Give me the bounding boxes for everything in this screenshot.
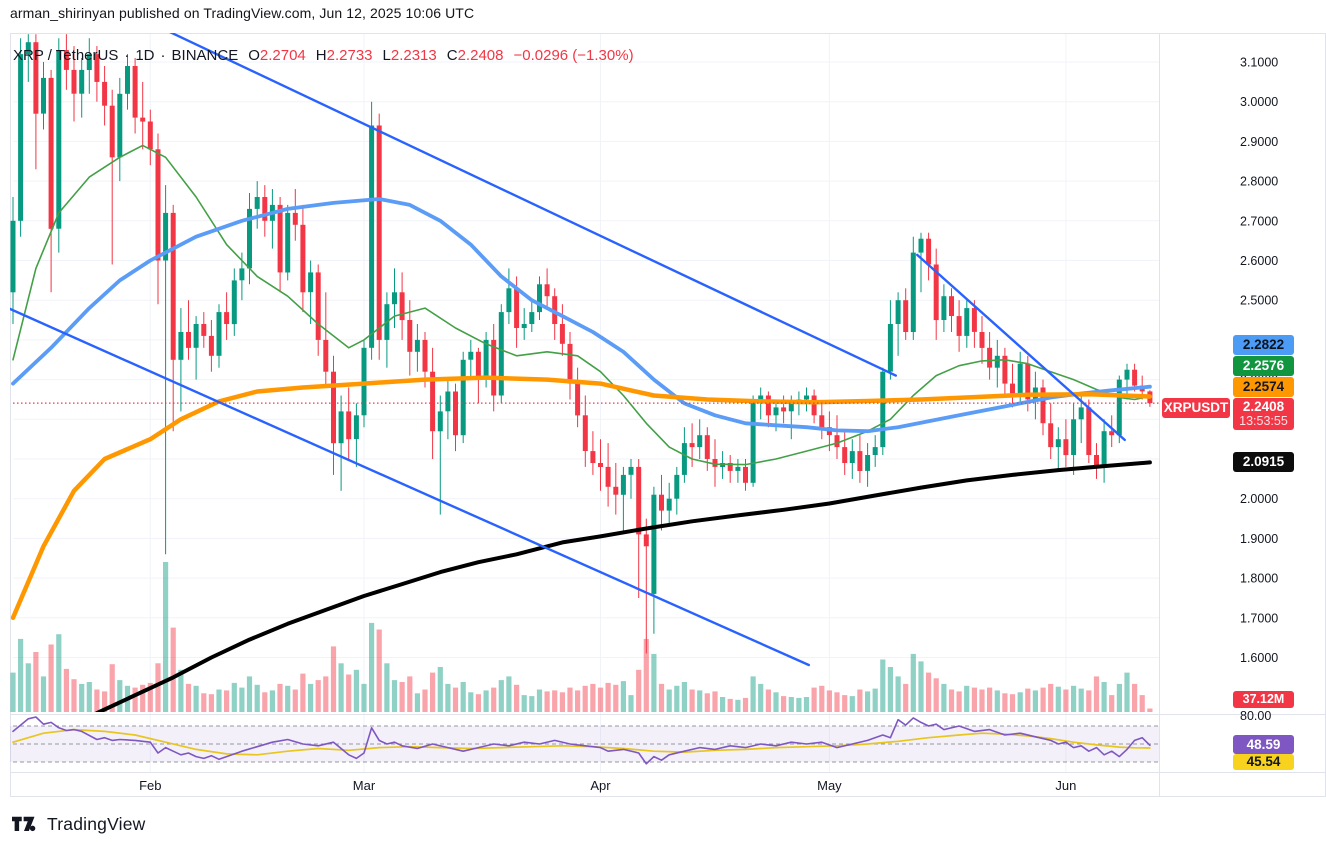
open-label: O bbox=[248, 47, 260, 64]
interval-label[interactable]: 1D bbox=[135, 47, 155, 64]
chart-legend: XRP / TetherUS · 1D · BINANCE O2.2704 H2.2733 L… bbox=[13, 47, 634, 64]
close-value: 2.2408 bbox=[457, 47, 504, 64]
svg-text:Jun: Jun bbox=[1055, 778, 1076, 793]
exchange-label: BINANCE bbox=[171, 47, 239, 64]
svg-text:May: May bbox=[817, 778, 842, 793]
volume-series bbox=[10, 562, 1153, 712]
low-label: L bbox=[382, 47, 391, 64]
volume-tag: 37.12M bbox=[1233, 691, 1294, 708]
svg-text:2.8000: 2.8000 bbox=[1240, 175, 1278, 189]
svg-text:1.7000: 1.7000 bbox=[1240, 611, 1278, 625]
svg-text:3.1000: 3.1000 bbox=[1240, 56, 1278, 70]
change-value: −0.0296 (−1.30%) bbox=[513, 47, 634, 64]
svg-text:1.9000: 1.9000 bbox=[1240, 532, 1278, 546]
tradingview-footer-link[interactable]: TradingView bbox=[12, 814, 146, 835]
tradingview-logo-icon bbox=[12, 816, 36, 831]
rsi-line bbox=[12, 716, 1151, 765]
svg-text:2.9000: 2.9000 bbox=[1240, 135, 1278, 149]
ma20-price-tag: 2.2576 bbox=[1233, 356, 1294, 376]
last-price-tag: 2.2408 13:53:55 bbox=[1233, 398, 1294, 430]
svg-text:1.6000: 1.6000 bbox=[1240, 651, 1278, 665]
rsi-pane bbox=[10, 716, 1159, 765]
rsi-value-tag: 48.59 bbox=[1233, 735, 1294, 754]
rsi-ma-value-tag: 45.54 bbox=[1233, 754, 1294, 770]
svg-text:2.7000: 2.7000 bbox=[1240, 214, 1278, 228]
ma200-price-tag: 2.0915 bbox=[1233, 452, 1294, 472]
svg-text:2.6000: 2.6000 bbox=[1240, 254, 1278, 268]
svg-text:2.5000: 2.5000 bbox=[1240, 294, 1278, 308]
ma-100-line bbox=[10, 375, 1153, 621]
svg-text:1.8000: 1.8000 bbox=[1240, 572, 1278, 586]
svg-text:Apr: Apr bbox=[590, 778, 611, 793]
ma-20-line bbox=[12, 144, 1151, 466]
ma-200-line bbox=[95, 460, 1152, 712]
low-value: 2.2313 bbox=[390, 47, 437, 64]
legend-separator: · bbox=[124, 47, 130, 64]
svg-text:2.0000: 2.0000 bbox=[1240, 492, 1278, 506]
tradingview-wordmark: TradingView bbox=[47, 814, 146, 834]
last-price-value: 2.2408 bbox=[1242, 399, 1285, 414]
symbol-name[interactable]: XRP / TetherUS bbox=[13, 47, 119, 64]
legend-separator: · bbox=[160, 47, 166, 64]
rsi-axis-tick: 80.00 bbox=[1240, 709, 1272, 723]
svg-text:Mar: Mar bbox=[353, 778, 376, 793]
ma100-price-tag: 2.2574 bbox=[1233, 377, 1294, 397]
bar-countdown: 13:53:55 bbox=[1239, 414, 1288, 428]
svg-text:Feb: Feb bbox=[139, 778, 161, 793]
symbol-price-tag: XRPUSDT bbox=[1162, 398, 1230, 418]
time-axis[interactable] bbox=[10, 772, 1160, 796]
candle-series bbox=[10, 34, 1153, 654]
open-value: 2.2704 bbox=[259, 47, 306, 64]
high-value: 2.2733 bbox=[326, 47, 373, 64]
published-byline: arman_shirinyan published on TradingView… bbox=[10, 5, 475, 21]
ma-50-line bbox=[11, 197, 1152, 434]
trendlines bbox=[10, 33, 1126, 667]
high-label: H bbox=[315, 47, 327, 64]
ma50-price-tag: 2.2822 bbox=[1233, 335, 1294, 355]
main-pane bbox=[10, 33, 1159, 712]
close-label: C bbox=[446, 47, 458, 64]
svg-text:3.0000: 3.0000 bbox=[1240, 95, 1278, 109]
